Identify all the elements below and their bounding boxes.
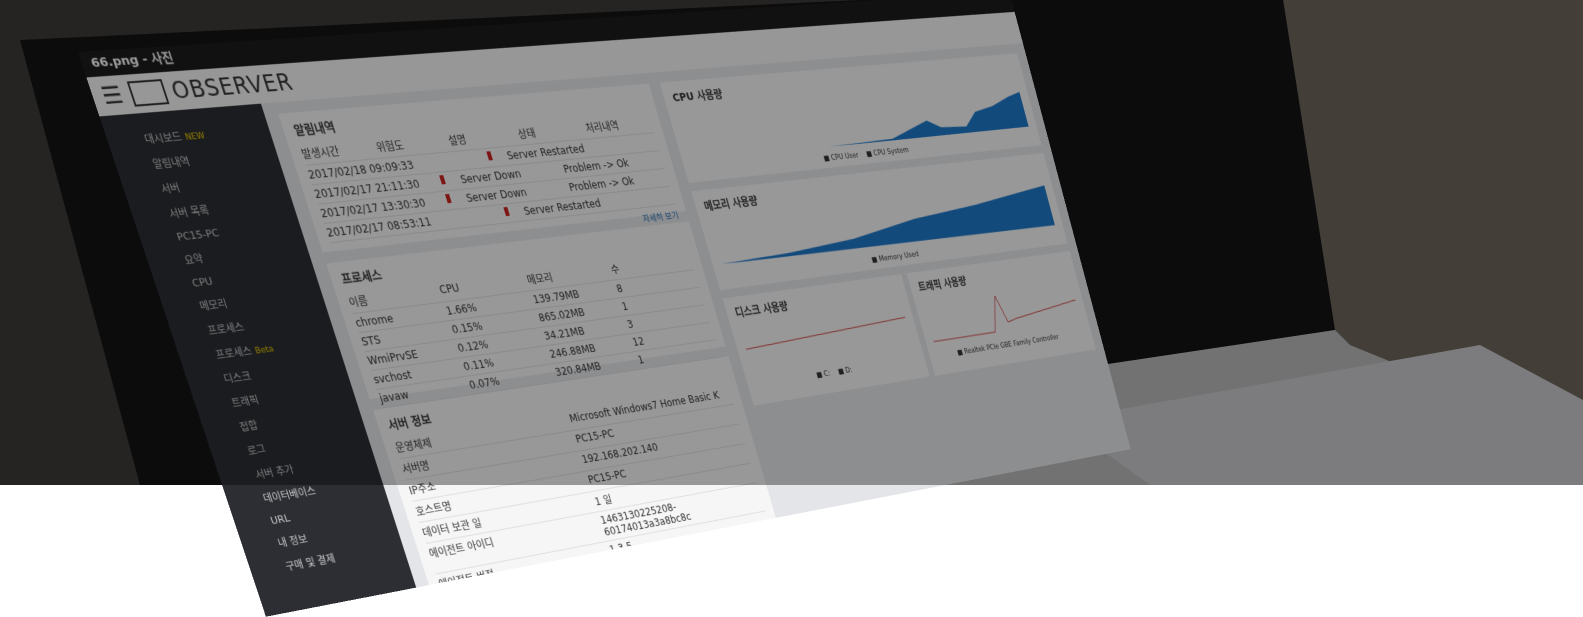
sidebar-label: 서버 목록 [168,204,211,220]
sidebar-label: 트래픽 [230,394,260,410]
sidebar-label: 구매 및 결제 [284,553,337,574]
header-cell: 발생시간 [299,140,379,162]
sidebar-label: 대시보드 [143,131,184,147]
header-cell: 상태 [516,121,588,142]
sidebar-label: 서버 추가 [254,464,296,482]
page: LG 66.png - 사진 ☰OBSERVER 대시보드NEW알림내역서버서버… [0,0,1583,485]
risk-mark [445,194,452,203]
sidebar-label: 접합 [238,419,260,434]
sidebar-label: 데이터베이스 [262,485,318,505]
main: 알림내역 발생시간 위험도 설명 상태 처리내역 2017/02/18 09:09:33 Se… [278,53,1125,585]
sidebar-label: 메모리 [198,298,229,313]
header-cell: 설명 [446,127,520,149]
sidebar-label: PC15-PC [175,227,221,244]
sidebar-label: 프로세스 [214,345,253,362]
sidebar-label: URL [269,512,292,527]
sidebar-label: 프로세스 [206,321,246,338]
risk-mark [439,175,446,184]
chart-panel: 트래픽 사용량 ■ Realtek PCIe GBE Family Control… [907,251,1096,376]
sidebar-label: 내 정보 [276,533,309,550]
legend-label: Memory Used [878,250,920,263]
risk-mark [486,151,493,160]
sidebar-label: CPU [190,275,214,290]
legend-label: CPU System [873,146,910,158]
sidebar-badge: NEW [184,132,206,143]
risk-mark [503,207,510,216]
chart-panel: 디스크 사용량 ■ C: ■ D: [723,274,930,406]
header-cell: 위험도 [374,133,451,155]
sidebar-label: 디스크 [222,370,253,386]
sidebar-badge: Beta [254,345,275,357]
legend-label: CPU User [830,152,860,163]
logo [126,79,169,107]
header-cell: 처리내역 [584,115,654,136]
chart-shape [744,317,908,349]
legend-label: C: [823,370,831,379]
sidebar-label: 로그 [246,443,267,458]
alarm-panel: 알림내역 발생시간 위험도 설명 상태 처리내역 2017/02/18 09:09:33 Se… [278,83,686,252]
sidebar-label: 요약 [183,253,205,267]
sidebar-label: 서버 [159,182,181,196]
sidebar-label: 알림내역 [151,155,192,171]
app-name: OBSERVER [168,69,297,104]
screen: 66.png - 사진 ☰ OBSERVER 대시보드NEW 알림내역 서버 서버 목록… [78,0,1131,617]
legend-label: D: [845,366,854,375]
